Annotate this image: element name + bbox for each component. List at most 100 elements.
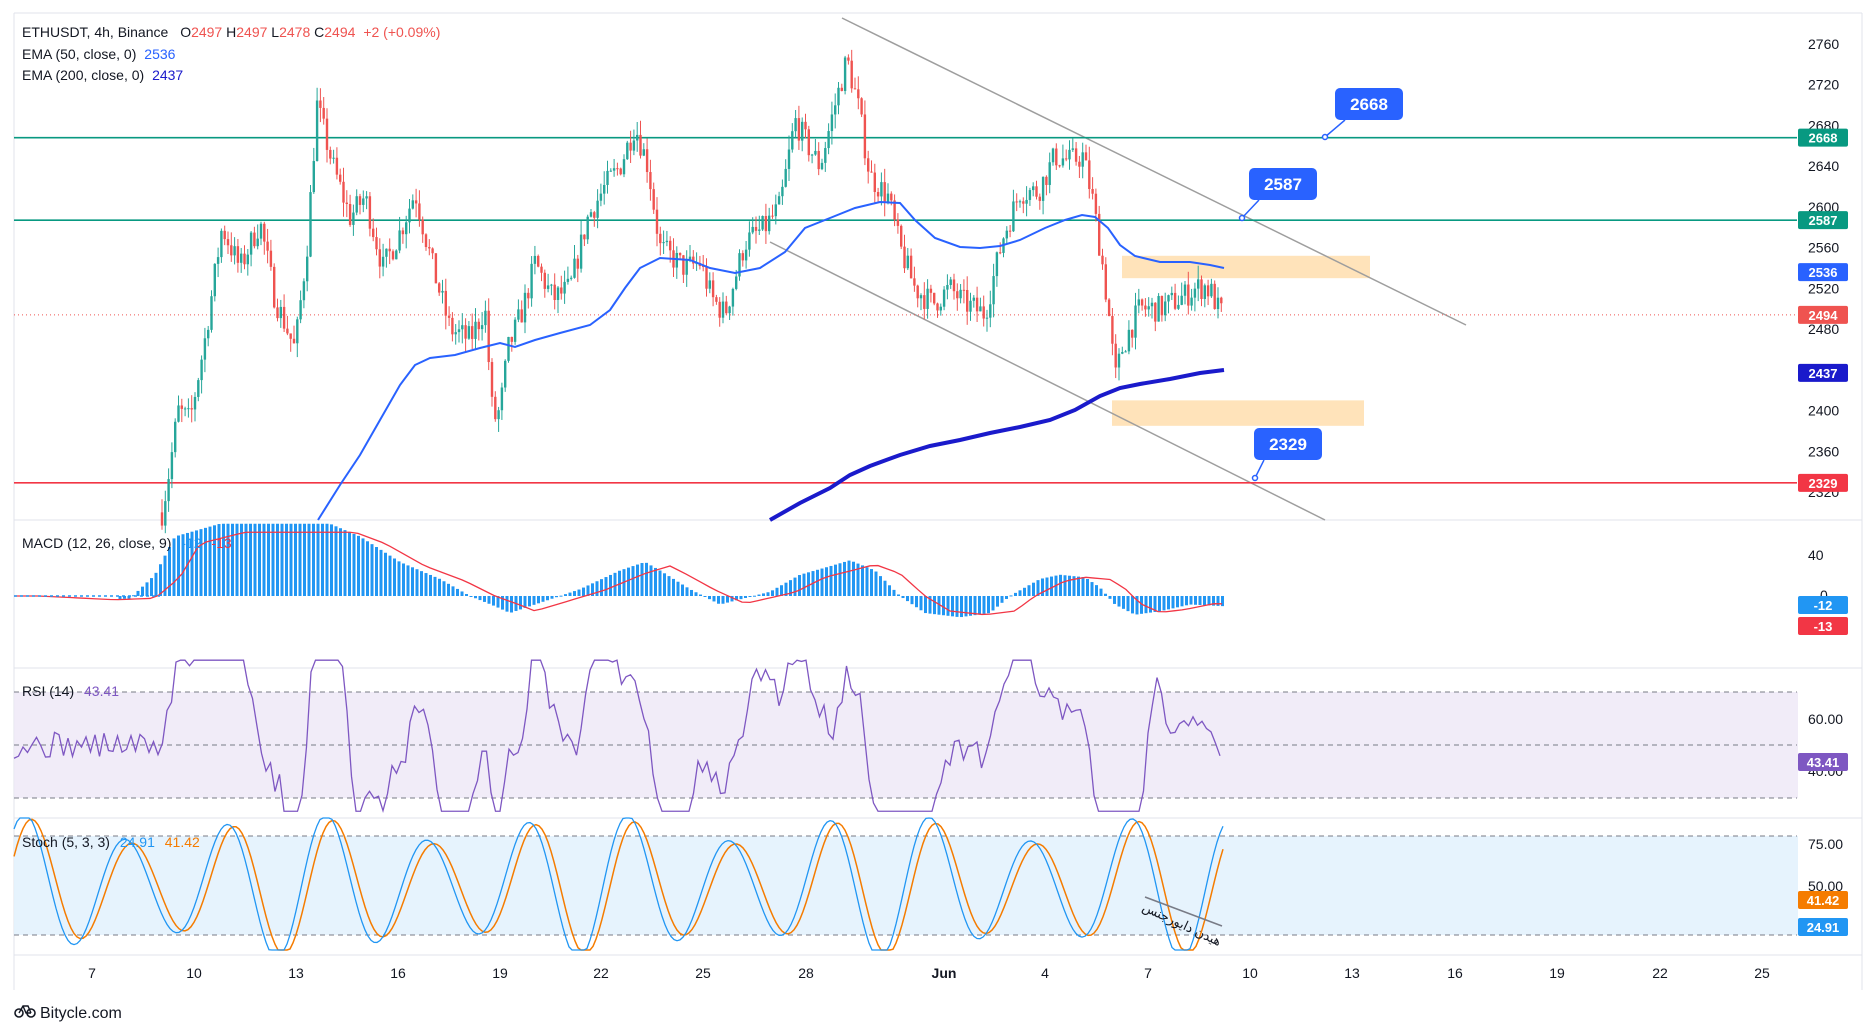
macd-bar (393, 558, 396, 596)
candle-body (550, 284, 553, 286)
macd-bar (991, 596, 995, 611)
candle-body (843, 57, 847, 91)
candle-body (801, 121, 804, 141)
macd-bar (550, 596, 554, 599)
open-value: 2497 (191, 24, 223, 40)
candle-body (174, 421, 177, 453)
candle-body (325, 118, 329, 150)
candle-body (253, 232, 256, 247)
candle-body (768, 215, 771, 232)
macd-bar (888, 585, 891, 596)
candle-body (1140, 299, 1144, 306)
macd-bar (933, 596, 936, 615)
macd-bar (955, 596, 959, 617)
candle-body (160, 512, 164, 526)
candle-body (794, 118, 797, 132)
macd-bar (294, 523, 297, 596)
macd-bar (537, 596, 540, 604)
x-tick-5: 19 (492, 965, 508, 981)
candle-body (1074, 148, 1078, 162)
callout-pointer (1324, 119, 1346, 138)
candle-body (1084, 152, 1088, 161)
candle-body (375, 237, 378, 250)
candle-body (233, 246, 236, 256)
candle-body (1051, 148, 1055, 163)
candle-body (431, 248, 434, 254)
candle-body (926, 288, 929, 309)
candle-body (688, 256, 692, 260)
candle-body (791, 131, 794, 150)
axis-tag-ema50: 2536 (1798, 263, 1848, 282)
candle-body (1203, 285, 1206, 299)
macd-bar (154, 572, 158, 596)
candle-body (226, 239, 230, 246)
candle-body (484, 310, 487, 326)
candle-body (883, 182, 886, 203)
candle-body (230, 245, 233, 256)
candle-body (579, 234, 583, 269)
candle-body (461, 325, 464, 330)
candle-body (1028, 190, 1032, 200)
axis-tag-level-2668: 2668 (1798, 128, 1848, 147)
candle-body (438, 283, 441, 293)
candle-body (1134, 305, 1137, 338)
macd-bar (1090, 582, 1094, 596)
callout-box (1335, 88, 1403, 120)
macd-bar (762, 593, 765, 596)
candle-body (1012, 201, 1015, 232)
candle-body (652, 189, 655, 210)
ema200-label: EMA (200, close, 0) (22, 67, 145, 83)
brand-footer[interactable]: Bitycle.com (14, 1003, 122, 1024)
bike-icon (14, 1003, 36, 1024)
candle-body (480, 325, 484, 330)
candle-body (632, 140, 636, 151)
macd-bar (231, 523, 234, 596)
macd-bar (388, 555, 392, 596)
ema200-value: 2437 (152, 67, 184, 83)
macd-bar (123, 596, 126, 599)
macd-bar (1207, 596, 1211, 606)
macd-bar (1095, 585, 1098, 596)
candle-body (761, 216, 764, 230)
axis-tag-bg (1798, 617, 1848, 635)
macd-bar (375, 547, 378, 596)
x-tick-10: 4 (1041, 965, 1049, 981)
candle-body (975, 297, 979, 312)
macd-bar (852, 561, 855, 596)
candle-body (504, 360, 507, 388)
macd-bar (892, 589, 896, 596)
macd-bar (1104, 593, 1107, 596)
candle-body (890, 193, 893, 201)
macd-bar (1009, 595, 1013, 597)
macd-bar (177, 535, 180, 596)
stoch-k-value: 24.91 (119, 834, 155, 850)
candle-body (721, 301, 725, 318)
candle-body (401, 230, 405, 235)
axis-tag-level-2587: 2587 (1798, 211, 1848, 230)
price-tick-2560: 2560 (1808, 240, 1839, 256)
macd-bar (1005, 596, 1008, 599)
macd-bar (492, 596, 495, 606)
candle-body (1111, 316, 1114, 344)
candle-body (355, 196, 358, 213)
macd-bar (271, 523, 275, 596)
candle-body (622, 159, 626, 175)
macd-bar (717, 596, 720, 604)
candle-body (513, 319, 517, 342)
candle-body (946, 284, 949, 290)
candle-body (1206, 285, 1210, 297)
candle-body (266, 241, 269, 251)
rsi-legend: RSI (14) 43.41 (22, 683, 119, 699)
macd-bar (163, 555, 167, 596)
macd-bar (735, 596, 738, 601)
candle-body (586, 216, 589, 240)
ema50-legend: EMA (50, close, 0) 2536 (22, 46, 175, 62)
high-label: H (226, 24, 237, 40)
candle-body (731, 288, 735, 307)
macd-bar (258, 523, 261, 596)
price-tick-2640: 2640 (1808, 158, 1839, 174)
macd-bar (1050, 576, 1053, 596)
candle-body (814, 150, 817, 155)
macd-bar (420, 571, 423, 596)
